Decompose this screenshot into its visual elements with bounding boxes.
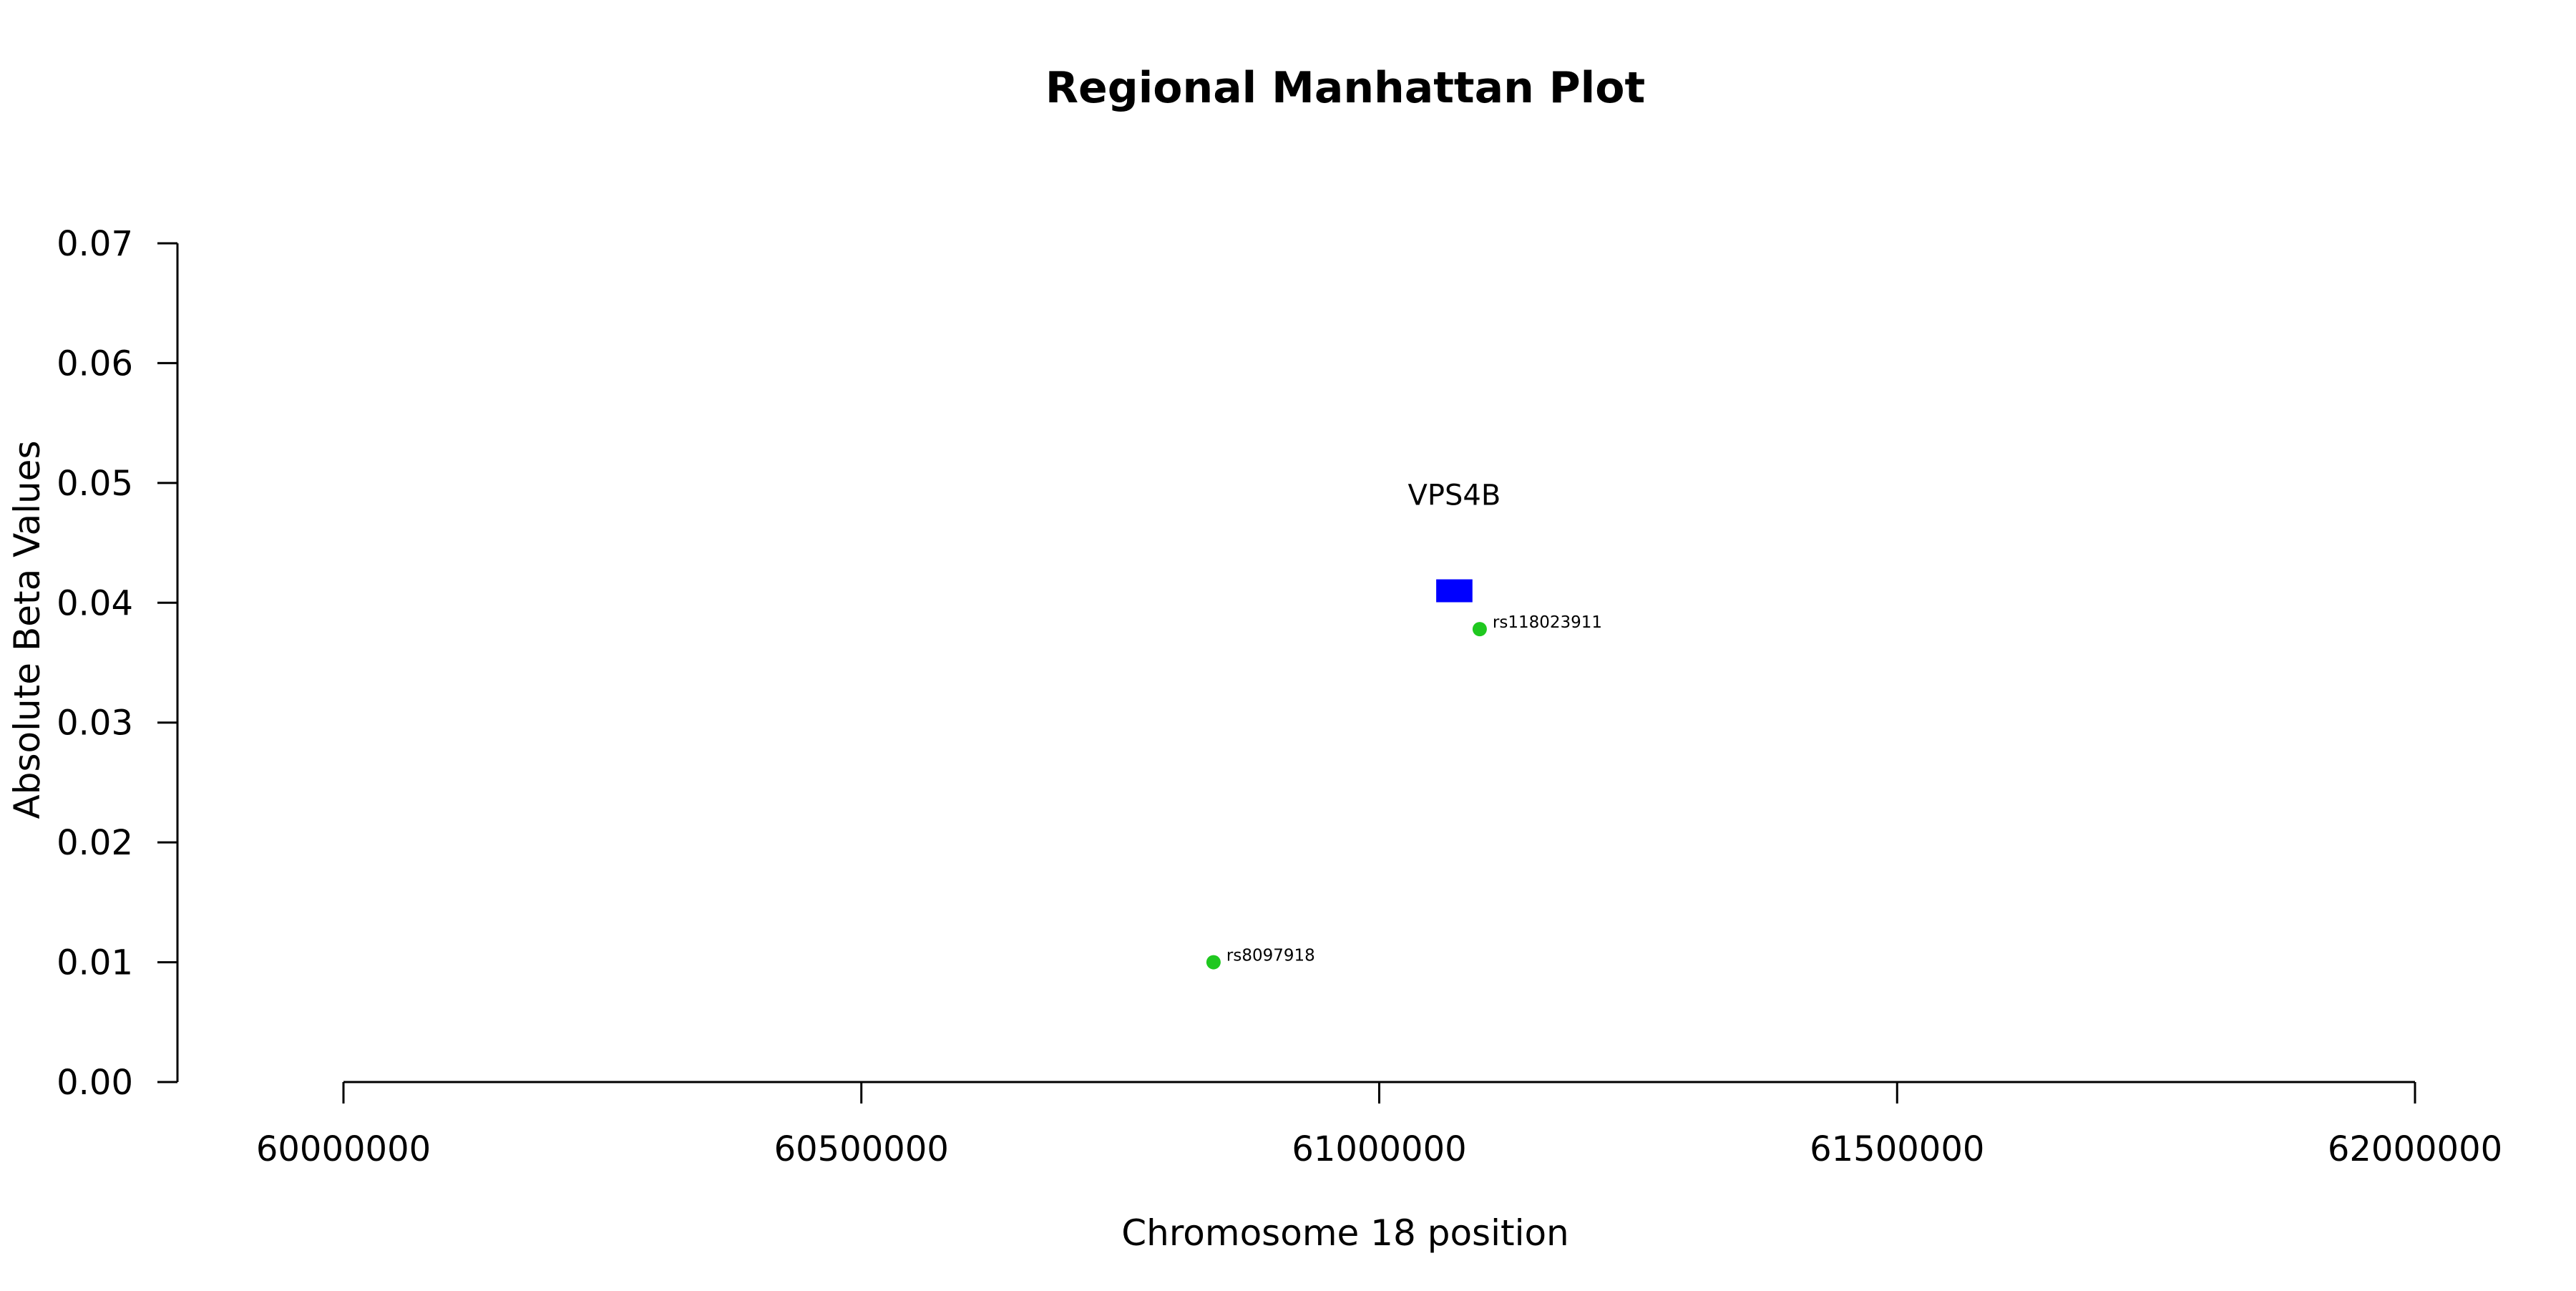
snp-points: rs8097918 rs118023911	[1206, 613, 1602, 970]
x-tick-label: 62000000	[2328, 1129, 2502, 1169]
y-tick-label: 0.02	[57, 823, 133, 863]
snp-label: rs118023911	[1493, 613, 1602, 632]
y-tick-label: 0.06	[57, 344, 133, 384]
y-axis-label: Absolute Beta Values	[6, 441, 48, 819]
chart-title: Regional Manhattan Plot	[1045, 63, 1645, 113]
x-tick-label: 61000000	[1292, 1129, 1466, 1169]
y-tick-label: 0.05	[57, 464, 133, 504]
y-tick-label: 0.04	[57, 583, 133, 623]
y-tick-label: 0.00	[57, 1063, 133, 1103]
x-tick-label: 60000000	[256, 1129, 431, 1169]
gene-box	[1436, 579, 1473, 603]
y-tick-label: 0.03	[57, 703, 133, 744]
x-tick-label: 61500000	[1810, 1129, 1984, 1169]
y-tick-label: 0.07	[57, 224, 133, 264]
x-axis-label: Chromosome 18 position	[1121, 1212, 1569, 1254]
x-tick-label: 60500000	[774, 1129, 949, 1169]
gene-label: VPS4B	[1408, 479, 1501, 512]
y-axis-ticks: 0.00 0.01 0.02 0.03 0.04 0.05 0.06 0.07	[57, 224, 177, 1103]
y-tick-label: 0.01	[57, 943, 133, 983]
snp-point	[1472, 622, 1487, 637]
snp-label: rs8097918	[1226, 947, 1315, 965]
snp-point	[1206, 955, 1221, 970]
x-axis-ticks: 60000000 60500000 61000000 61500000 62000000	[256, 1082, 2502, 1169]
gene-markers: VPS4B	[1408, 479, 1501, 603]
